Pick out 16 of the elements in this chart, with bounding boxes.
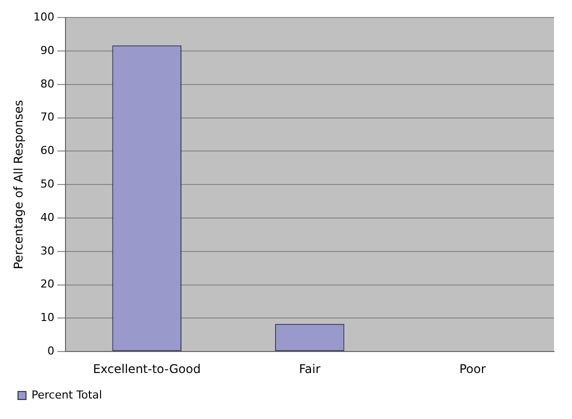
y-tick-label: 100 bbox=[33, 10, 54, 24]
y-tick-label: 20 bbox=[40, 278, 54, 291]
y-tick-label: 40 bbox=[40, 210, 54, 224]
y-tick-label: 50 bbox=[40, 177, 54, 190]
y-axis-title: Percentage of All Responses bbox=[11, 100, 26, 270]
y-tick-label: 80 bbox=[40, 77, 54, 90]
y-tick-label: 30 bbox=[40, 244, 54, 258]
y-tick-label: 60 bbox=[40, 144, 54, 158]
y-tick-label: 70 bbox=[40, 110, 54, 124]
x-tick-label: Fair bbox=[298, 362, 320, 376]
y-tick-label: 90 bbox=[40, 44, 54, 57]
x-tick-label: Poor bbox=[459, 362, 486, 376]
y-tick-label: 10 bbox=[40, 311, 54, 324]
x-tick-label: Excellent-to-Good bbox=[92, 362, 201, 376]
y-tick-label: 0 bbox=[47, 344, 54, 358]
legend-label: Percent Total bbox=[32, 388, 102, 402]
